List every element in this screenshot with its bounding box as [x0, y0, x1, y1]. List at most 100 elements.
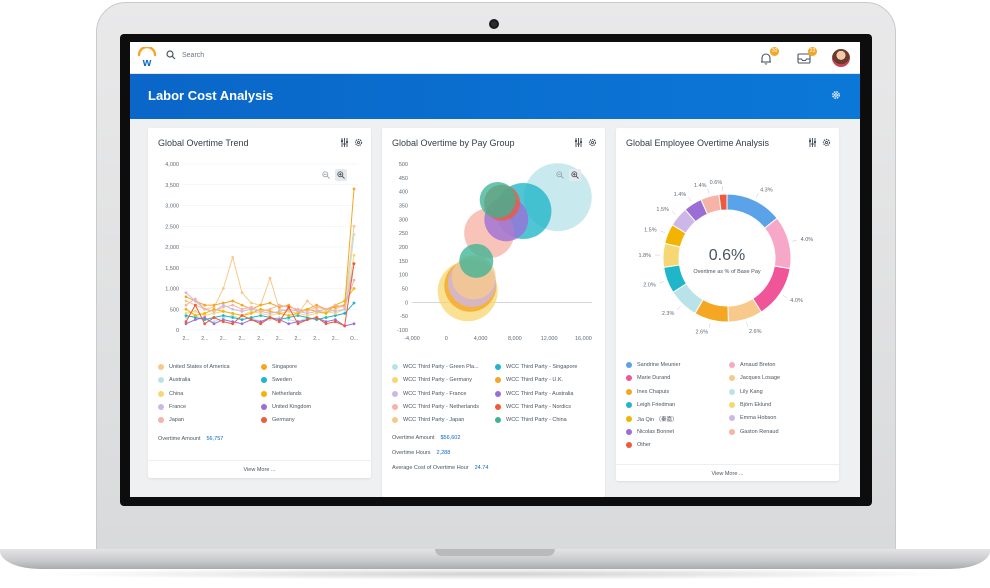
gear-icon[interactable]	[588, 138, 597, 147]
app-screen: w Search 30 23	[130, 42, 860, 497]
notifications-button[interactable]: 30	[756, 47, 779, 68]
legend-item[interactable]: WCC Third Party - Netherlands	[392, 403, 479, 410]
x-tick-label: 2...	[201, 336, 208, 342]
search-bar[interactable]: Search	[166, 50, 204, 60]
laptop-notch	[435, 549, 555, 556]
legend-item[interactable]: Sandrine Meunier	[626, 362, 680, 368]
data-point	[203, 318, 207, 322]
legend-item[interactable]: WCC Third Party - France	[392, 390, 466, 397]
legend-item[interactable]: WCC Third Party - Japan	[392, 417, 464, 424]
legend-swatch	[626, 388, 632, 395]
gear-icon[interactable]	[354, 138, 363, 147]
legend-item[interactable]: WCC Third Party - Nordics	[495, 403, 571, 410]
legend-label: WCC Third Party - Germany	[403, 377, 472, 384]
label-leader	[676, 306, 681, 311]
data-point	[193, 303, 197, 307]
legend-item[interactable]: Leigh Friedman	[626, 401, 675, 408]
data-point	[193, 314, 197, 317]
legend-item[interactable]: France	[158, 403, 186, 410]
legend-label: United States of America	[169, 364, 230, 370]
inbox-button[interactable]: 23	[794, 47, 817, 68]
legend-item[interactable]: Jia Qin （秦嘉）	[626, 415, 678, 423]
data-point	[240, 291, 244, 295]
legend-item[interactable]: Gaston Renaud	[729, 428, 779, 435]
view-more-link[interactable]: View More ...	[616, 464, 839, 482]
workday-logo[interactable]: w	[136, 47, 158, 69]
label-leader	[671, 211, 676, 215]
x-tick-label: 2...	[295, 336, 302, 342]
legend-item[interactable]: WCC Third Party - Germany	[392, 377, 472, 384]
chart-settings-icon[interactable]	[808, 138, 817, 147]
slice-label: 2.6%	[696, 330, 709, 336]
center-label: Overtime as % of Base Pay	[693, 269, 760, 275]
x-tick-label: 0	[445, 336, 448, 342]
zoom-out-button[interactable]	[554, 169, 566, 181]
legend-swatch	[626, 362, 632, 368]
search-icon	[166, 50, 176, 60]
slice-label: 2.0%	[643, 282, 656, 288]
legend-item[interactable]: Jacques Losage	[729, 375, 780, 382]
view-more-link[interactable]: View More ...	[148, 460, 371, 478]
bubble	[479, 181, 516, 218]
legend-item[interactable]: Sweden	[261, 377, 292, 384]
legend-item[interactable]: Netherlands	[261, 390, 302, 397]
legend-item[interactable]: Other	[626, 441, 651, 448]
data-point	[352, 253, 356, 257]
legend-label: WCC Third Party - Australia	[506, 390, 574, 397]
chart-settings-icon[interactable]	[340, 138, 349, 147]
zoom-in-button[interactable]	[335, 169, 347, 181]
legend-item[interactable]: Ines Chapuis	[626, 388, 669, 395]
legend-swatch	[495, 364, 501, 370]
zoom-out-icon	[556, 171, 564, 179]
slice-label: 1.4%	[694, 183, 707, 189]
data-point	[287, 314, 291, 317]
legend-item[interactable]: Japan	[158, 417, 184, 424]
y-tick-label: 3,000	[165, 204, 179, 210]
bubble	[459, 243, 494, 278]
legend-item[interactable]: Arnaud Breton	[729, 362, 775, 368]
legend-item[interactable]: Marie Durand	[626, 375, 670, 382]
legend-swatch	[729, 362, 735, 368]
data-point	[231, 322, 235, 326]
zoom-out-button[interactable]	[320, 169, 332, 181]
gear-icon[interactable]	[822, 138, 831, 147]
legend-item[interactable]: Nicolas Bonnet	[626, 428, 674, 435]
legend-item[interactable]: WCC Third Party - China	[495, 417, 567, 424]
slice-label: 1.8%	[639, 253, 652, 259]
legend-item[interactable]: WCC Third Party - Australia	[495, 390, 574, 397]
data-point	[333, 318, 337, 322]
legend-item[interactable]: WCC Third Party - Singapore	[495, 364, 577, 370]
metric-label: Overtime Amount	[158, 436, 201, 442]
zoom-in-button[interactable]	[569, 169, 581, 181]
legend-item[interactable]: Germany	[261, 417, 295, 424]
data-point	[231, 320, 235, 324]
chart-settings-icon[interactable]	[574, 138, 583, 147]
data-point	[221, 320, 225, 324]
legend-item[interactable]: China	[158, 390, 183, 397]
metric-value: 24.74	[474, 465, 489, 471]
label-leader	[791, 239, 797, 242]
slice-label: 4.0%	[801, 237, 814, 243]
data-point	[193, 318, 197, 322]
legend-item[interactable]: WCC Third Party - Green Pla...	[392, 364, 479, 370]
avatar[interactable]	[832, 49, 850, 67]
data-point	[249, 307, 253, 311]
legend-item[interactable]: Emma Hobson	[729, 415, 776, 422]
legend-item[interactable]: United States of America	[158, 364, 230, 370]
gear-icon[interactable]	[830, 89, 842, 101]
legend-item[interactable]: Björn Eklund	[729, 401, 772, 408]
data-point	[305, 299, 309, 303]
legend-label: Björn Eklund	[740, 401, 772, 408]
legend-item[interactable]: Singapore	[261, 364, 297, 370]
legend-item[interactable]: Lily Kang	[729, 388, 763, 395]
y-tick-label: -50	[400, 314, 408, 320]
legend-item[interactable]: United Kingdom	[261, 403, 311, 410]
legend-item[interactable]: Australia	[158, 377, 190, 384]
data-point	[259, 309, 263, 313]
y-tick-label: 3,500	[165, 183, 179, 189]
data-point	[249, 318, 253, 322]
data-point	[231, 303, 235, 307]
legend-swatch	[392, 364, 398, 370]
legend-item[interactable]: WCC Third Party - U.K.	[495, 377, 563, 384]
donut-slice	[662, 242, 681, 268]
